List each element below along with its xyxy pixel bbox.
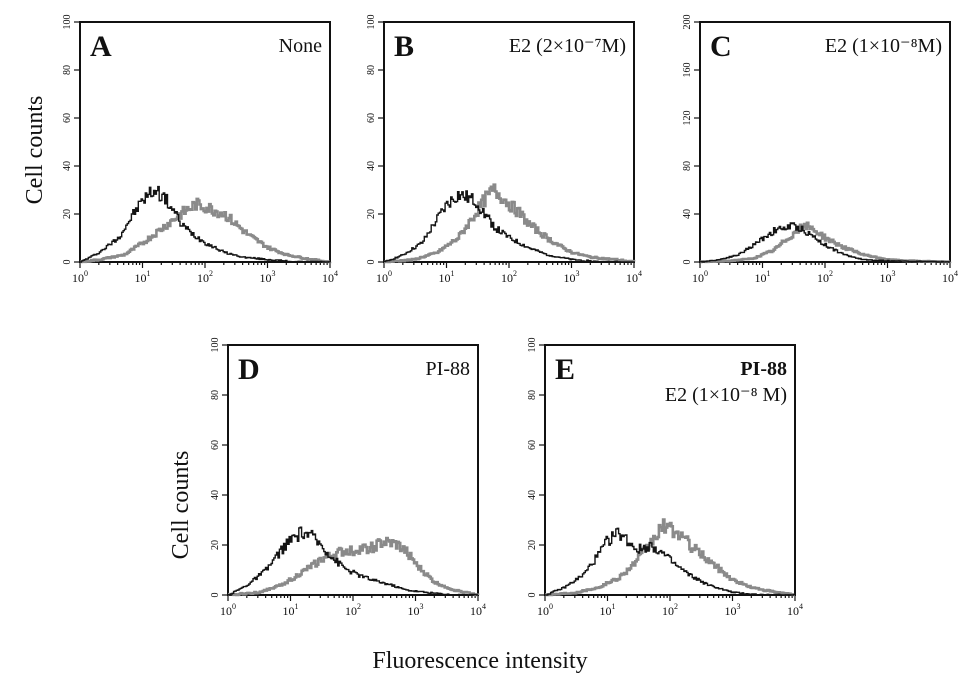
panel-condition-label: E2 (2×10⁻⁷M) <box>509 35 626 57</box>
stained-histogram-line <box>545 518 795 597</box>
y-tick-label: 80 <box>682 161 693 171</box>
panel-condition-label: PI-88 <box>426 358 470 380</box>
x-tick-label: 101 <box>135 269 151 285</box>
panel-letter: B <box>394 30 414 63</box>
x-tick-label: 104 <box>942 269 958 285</box>
panel-letter: A <box>90 30 112 63</box>
y-tick-label: 0 <box>210 593 221 598</box>
x-tick-label: 102 <box>345 602 361 618</box>
y-tick-label: 20 <box>210 540 221 550</box>
x-tick-label: 102 <box>817 269 833 285</box>
x-tick-label: 104 <box>470 602 486 618</box>
x-axis-label: Fluorescence intensity <box>372 648 587 674</box>
x-tick-label: 104 <box>787 602 803 618</box>
x-tick-label: 103 <box>880 269 896 285</box>
y-tick-label: 20 <box>62 209 73 219</box>
y-axis-label-top: Cell counts <box>22 96 48 205</box>
y-tick-label: 40 <box>682 209 693 219</box>
stained-histogram-line <box>228 536 480 597</box>
y-tick-label: 0 <box>527 593 538 598</box>
panel-frame <box>383 21 635 263</box>
x-tick-label: 103 <box>408 602 424 618</box>
x-tick-label: 103 <box>260 269 276 285</box>
y-tick-label: 120 <box>682 111 693 126</box>
panel-condition-label: E2 (1×10⁻⁸ M) <box>665 384 787 406</box>
panel-condition-label: E2 (1×10⁻⁸M) <box>825 35 942 57</box>
panel-b: B E2 (2×10⁻⁷M) 0 20 40 60 80 100 100 101 102 103 104 <box>366 15 642 286</box>
x-tick-label: 102 <box>501 269 517 285</box>
y-tick-label: 160 <box>682 63 693 78</box>
panel-frame <box>699 21 951 263</box>
x-tick-label: 100 <box>376 269 392 285</box>
y-tick-label: 80 <box>366 65 377 75</box>
x-tick-label: 101 <box>755 269 771 285</box>
y-tick-label: 40 <box>62 161 73 171</box>
y-tick-label: 40 <box>366 161 377 171</box>
control-histogram-line <box>384 190 635 263</box>
y-tick-label: 80 <box>210 390 221 400</box>
x-tick-label: 101 <box>283 602 299 618</box>
panels: A None 0 20 40 60 80 100 100 101 102 103 104 B E2 (2×1… <box>62 15 958 619</box>
y-tick-label: 40 <box>527 490 538 500</box>
panel-condition-label: None <box>279 35 322 57</box>
x-tick-label: 104 <box>626 269 642 285</box>
x-tick-label: 104 <box>322 269 338 285</box>
control-histogram-line <box>228 526 478 596</box>
y-tick-label: 40 <box>210 490 221 500</box>
x-tick-label: 100 <box>692 269 708 285</box>
y-tick-label: 60 <box>62 113 73 123</box>
panel-c: C E2 (1×10⁻⁸M) 0 40 80 120 160 200 100 101 102 103 1… <box>682 15 958 286</box>
x-tick-label: 101 <box>600 602 616 618</box>
x-tick-label: 103 <box>725 602 741 618</box>
y-tick-label: 60 <box>210 440 221 450</box>
y-tick-label: 0 <box>62 260 73 265</box>
panel-frame <box>227 344 479 596</box>
y-tick-label: 20 <box>366 209 377 219</box>
y-tick-label: 80 <box>527 390 538 400</box>
x-tick-label: 100 <box>537 602 553 618</box>
panel-frame <box>79 21 331 263</box>
y-tick-label: 80 <box>62 65 73 75</box>
y-tick-label: 200 <box>682 15 693 30</box>
panel-frame <box>544 344 796 596</box>
y-tick-label: 100 <box>210 338 221 353</box>
panel-letter: E <box>555 353 575 386</box>
y-tick-label: 100 <box>62 15 73 30</box>
stained-histogram-line <box>384 183 636 264</box>
y-tick-label: 100 <box>366 15 377 30</box>
y-tick-label: 100 <box>527 338 538 353</box>
panel-letter: C <box>710 30 732 63</box>
y-tick-label: 0 <box>682 260 693 265</box>
y-tick-label: 0 <box>366 260 377 265</box>
y-tick-label: 20 <box>527 540 538 550</box>
panel-a: A None 0 20 40 60 80 100 100 101 102 103 104 <box>62 15 338 286</box>
stained-histogram-line <box>80 197 332 264</box>
control-histogram-line <box>545 527 796 596</box>
x-tick-label: 102 <box>197 269 213 285</box>
x-tick-label: 100 <box>72 269 88 285</box>
panel-d: D PI-88 0 20 40 60 80 100 100 101 102 103 104 <box>210 338 486 619</box>
panel-letter: D <box>238 353 260 386</box>
panel-e: E PI-88 E2 (1×10⁻⁸ M) 0 20 40 60 80 100 100 101 102… <box>527 338 803 619</box>
y-axis-label-bottom: Cell counts <box>168 451 194 560</box>
control-histogram-line <box>700 222 950 263</box>
panel-condition-label: PI-88 <box>740 358 787 380</box>
x-tick-label: 101 <box>439 269 455 285</box>
x-tick-label: 100 <box>220 602 236 618</box>
y-tick-label: 60 <box>366 113 377 123</box>
y-tick-label: 60 <box>527 440 538 450</box>
control-histogram-line <box>80 185 331 263</box>
x-tick-label: 103 <box>564 269 580 285</box>
x-tick-label: 102 <box>662 602 678 618</box>
